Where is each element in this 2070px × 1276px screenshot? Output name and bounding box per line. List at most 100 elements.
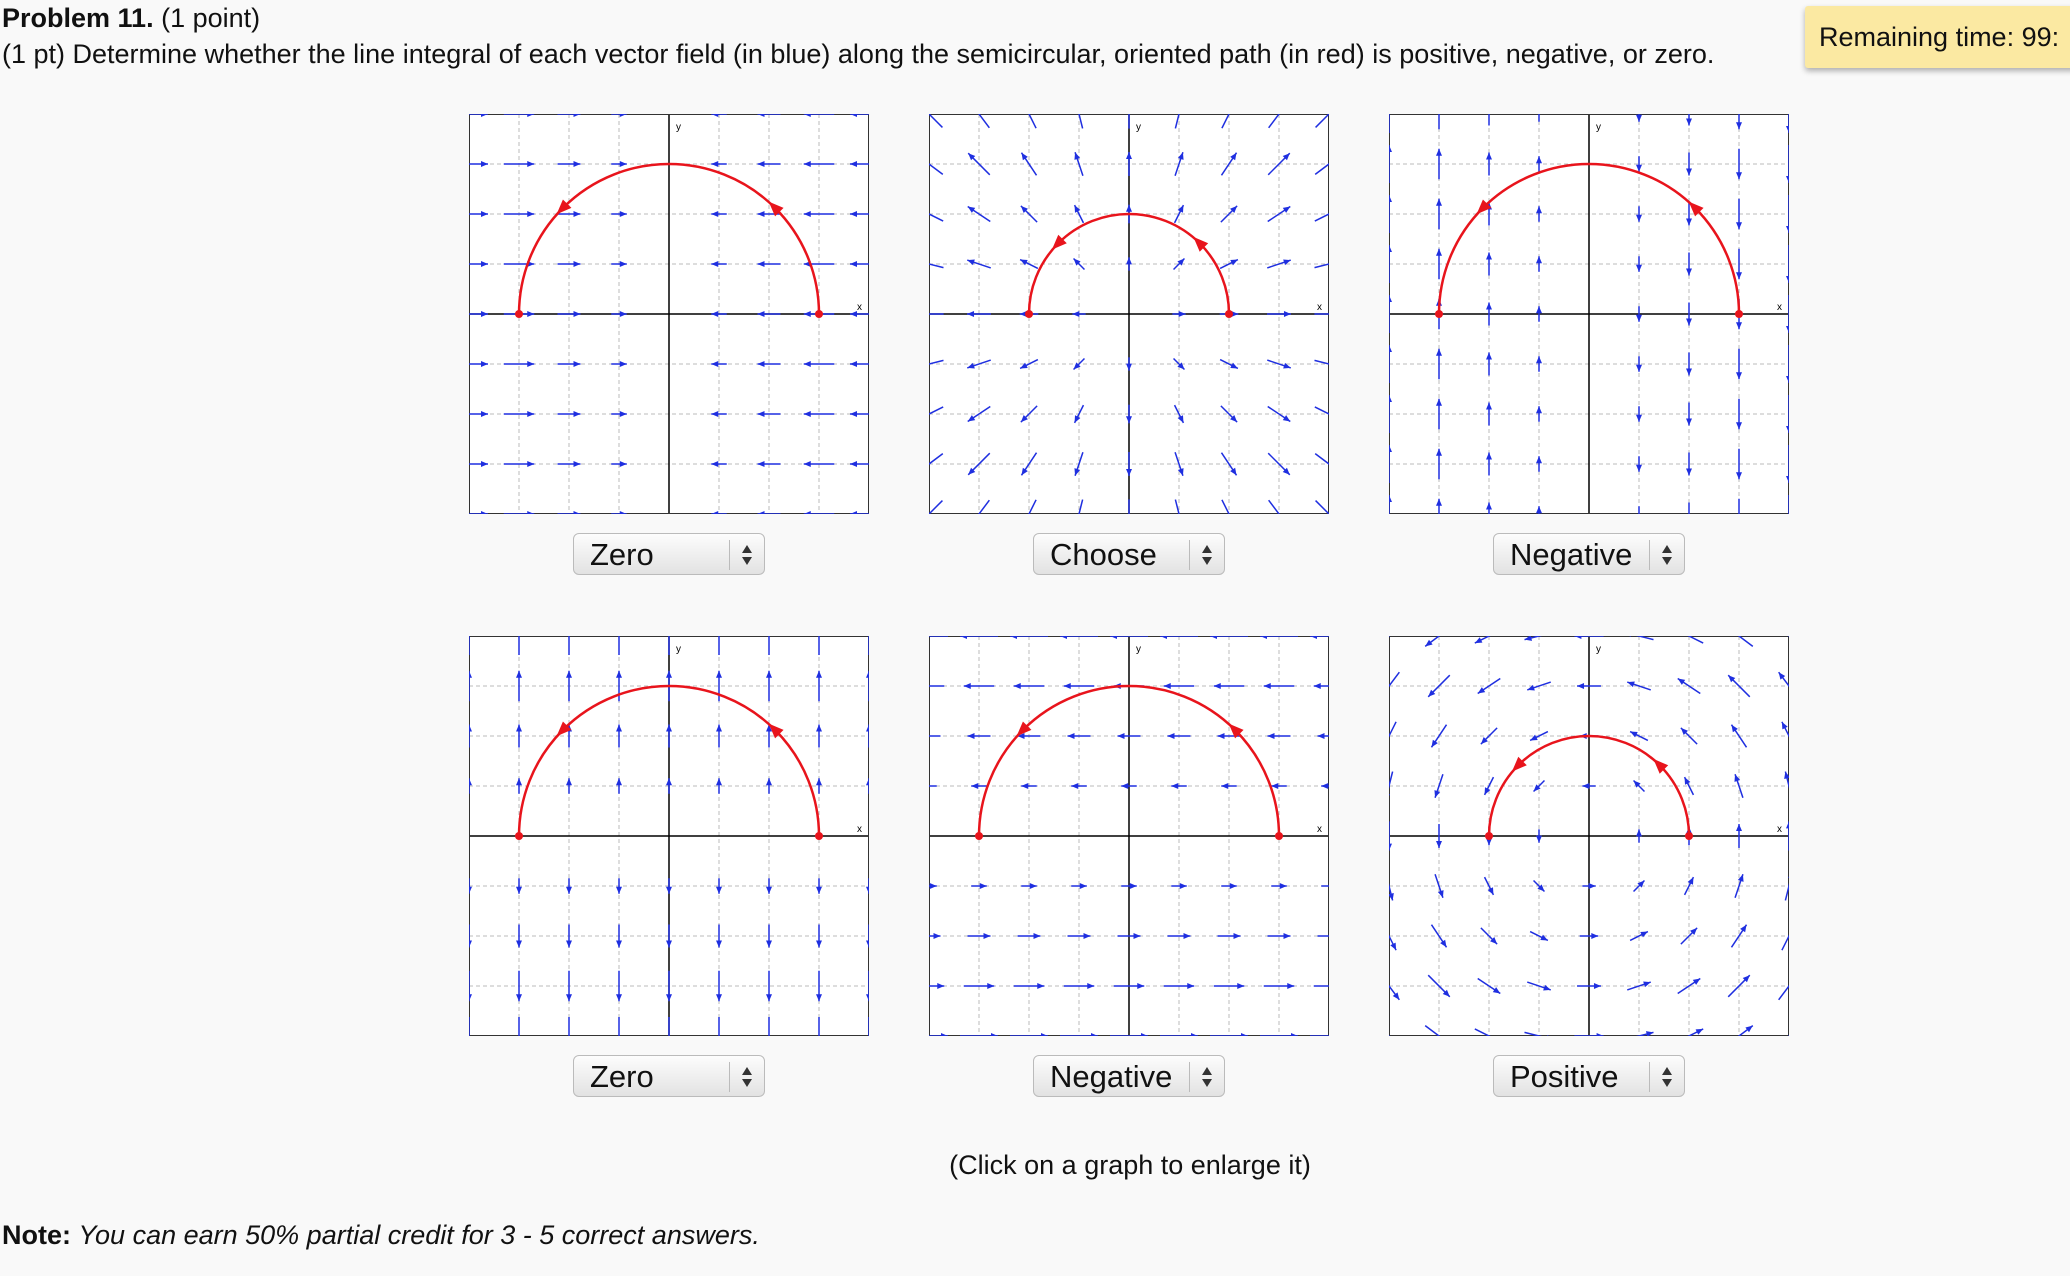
- path-arrow-head: [1688, 201, 1704, 217]
- path-endpoint: [815, 832, 823, 840]
- timer: Remaining time: 99:: [1805, 6, 2070, 68]
- problem-points: (1 point): [161, 3, 261, 33]
- field-arrow-head: [757, 461, 765, 467]
- field-arrow-head: [1389, 495, 1392, 502]
- up-arrow: [1202, 545, 1212, 553]
- field-arrow-head: [616, 994, 622, 1002]
- field-arrow-head: [1020, 415, 1028, 423]
- field-arrow-head: [1060, 636, 1067, 639]
- field-arrow-head: [711, 361, 719, 367]
- instructions: (1 pt) Determine whether the line integr…: [2, 39, 1715, 69]
- answer-select[interactable]: Zero: [573, 1055, 765, 1097]
- field-arrow-head: [1636, 829, 1642, 837]
- field-arrow: [1314, 359, 1329, 365]
- field-arrow-head: [469, 994, 472, 1002]
- field-arrow: [1635, 636, 1654, 641]
- field-arrow-head: [1786, 426, 1789, 433]
- field-arrow-head: [1677, 678, 1686, 685]
- answer-select[interactable]: Negative: [1493, 533, 1685, 575]
- field-arrow-head: [1389, 843, 1392, 851]
- field-arrow-head: [766, 724, 772, 732]
- field-arrow-head: [1643, 981, 1651, 988]
- field-arrow-head: [1736, 422, 1742, 430]
- answer-select[interactable]: Positive: [1493, 1055, 1685, 1097]
- answer-select[interactable]: Negative: [1033, 1055, 1225, 1097]
- field-arrow-head: [1636, 114, 1642, 122]
- field-arrow: [1268, 499, 1280, 514]
- field-arrow-head: [1029, 883, 1037, 889]
- field-arrow-head: [1686, 168, 1692, 176]
- field-arrow: [1778, 984, 1789, 1001]
- field-arrow-head: [1786, 326, 1789, 333]
- vector-field-graph[interactable]: xy: [929, 636, 1329, 1036]
- field-arrow-head: [1282, 467, 1290, 475]
- field-arrow-head: [929, 883, 937, 889]
- field-arrow-head: [1487, 887, 1494, 895]
- field-arrow-head: [1437, 890, 1444, 898]
- note-text: You can earn 50% partial credit for 3 - …: [78, 1220, 760, 1250]
- field-arrow-head: [1484, 787, 1491, 795]
- field-arrow-head: [866, 940, 869, 948]
- field-arrow-head: [527, 511, 535, 514]
- field-arrow-head: [711, 411, 719, 417]
- field-arrow-head: [1237, 983, 1245, 989]
- field-arrow-head: [1183, 933, 1191, 939]
- field-arrow-head: [616, 886, 622, 894]
- field-arrow-head: [1492, 987, 1501, 994]
- field-arrow-head: [1778, 672, 1786, 680]
- field-arrow-head: [1126, 468, 1132, 476]
- x-label: x: [1777, 824, 1782, 835]
- field-arrow-head: [1436, 248, 1442, 256]
- field-arrow-head: [1736, 472, 1742, 480]
- path-arrow-head: [1511, 756, 1527, 772]
- field-arrow-head: [527, 211, 535, 217]
- field-arrow-head: [1436, 148, 1442, 156]
- field-arrow-head: [1282, 415, 1291, 422]
- vector-field-graph[interactable]: xy: [469, 636, 869, 1036]
- field-arrow-head: [1640, 931, 1648, 938]
- field-arrow-head: [1695, 1028, 1704, 1035]
- vector-field-graph[interactable]: xy: [1389, 114, 1789, 514]
- field-arrow: [1078, 499, 1084, 514]
- field-arrow-head: [1736, 272, 1742, 280]
- field-arrow: [1221, 499, 1230, 514]
- answer-select[interactable]: Zero: [573, 533, 765, 575]
- field-arrow-head: [766, 886, 772, 894]
- path-arrow-head: [1051, 234, 1067, 250]
- field-arrow-head: [1167, 733, 1175, 739]
- field-arrow-head: [866, 778, 869, 786]
- field-arrow-head: [1129, 883, 1137, 889]
- down-arrow: [1662, 557, 1672, 565]
- field-arrow-head: [1317, 733, 1325, 739]
- field-arrow-head: [850, 311, 857, 317]
- field-arrow-head: [971, 783, 979, 789]
- field-arrow-head: [1680, 727, 1688, 735]
- vector-field-graph[interactable]: xy: [469, 114, 869, 514]
- field-arrow-head: [1490, 937, 1498, 945]
- vector-field-graph[interactable]: xy: [929, 114, 1329, 514]
- field-arrow-head: [666, 778, 672, 786]
- select-arrows: [1649, 1062, 1672, 1092]
- field-arrow-head: [1436, 448, 1442, 456]
- field-arrow-head: [1230, 152, 1237, 161]
- answer-select[interactable]: Choose: [1033, 533, 1225, 575]
- field-arrow-head: [1137, 983, 1145, 989]
- field-arrow-head: [711, 114, 719, 117]
- field-arrow: [929, 213, 944, 222]
- field-arrow-head: [1636, 464, 1642, 472]
- path-endpoint: [515, 832, 523, 840]
- field-arrow-head: [983, 933, 991, 939]
- field-arrow: [1314, 163, 1329, 175]
- field-arrow-head: [716, 994, 722, 1002]
- field-arrow-head: [1230, 415, 1238, 423]
- field-arrow-head: [1021, 152, 1028, 161]
- field-arrow-head: [619, 361, 627, 367]
- field-arrow-head: [481, 261, 488, 267]
- field-arrow-head: [1217, 733, 1225, 739]
- field-arrow-head: [1686, 418, 1692, 426]
- path-arrow-head: [768, 201, 784, 217]
- field-arrow-head: [1577, 683, 1585, 689]
- field-arrow-head: [527, 411, 535, 417]
- vector-field-graph[interactable]: xy: [1389, 636, 1789, 1036]
- field-arrow-head: [967, 311, 975, 317]
